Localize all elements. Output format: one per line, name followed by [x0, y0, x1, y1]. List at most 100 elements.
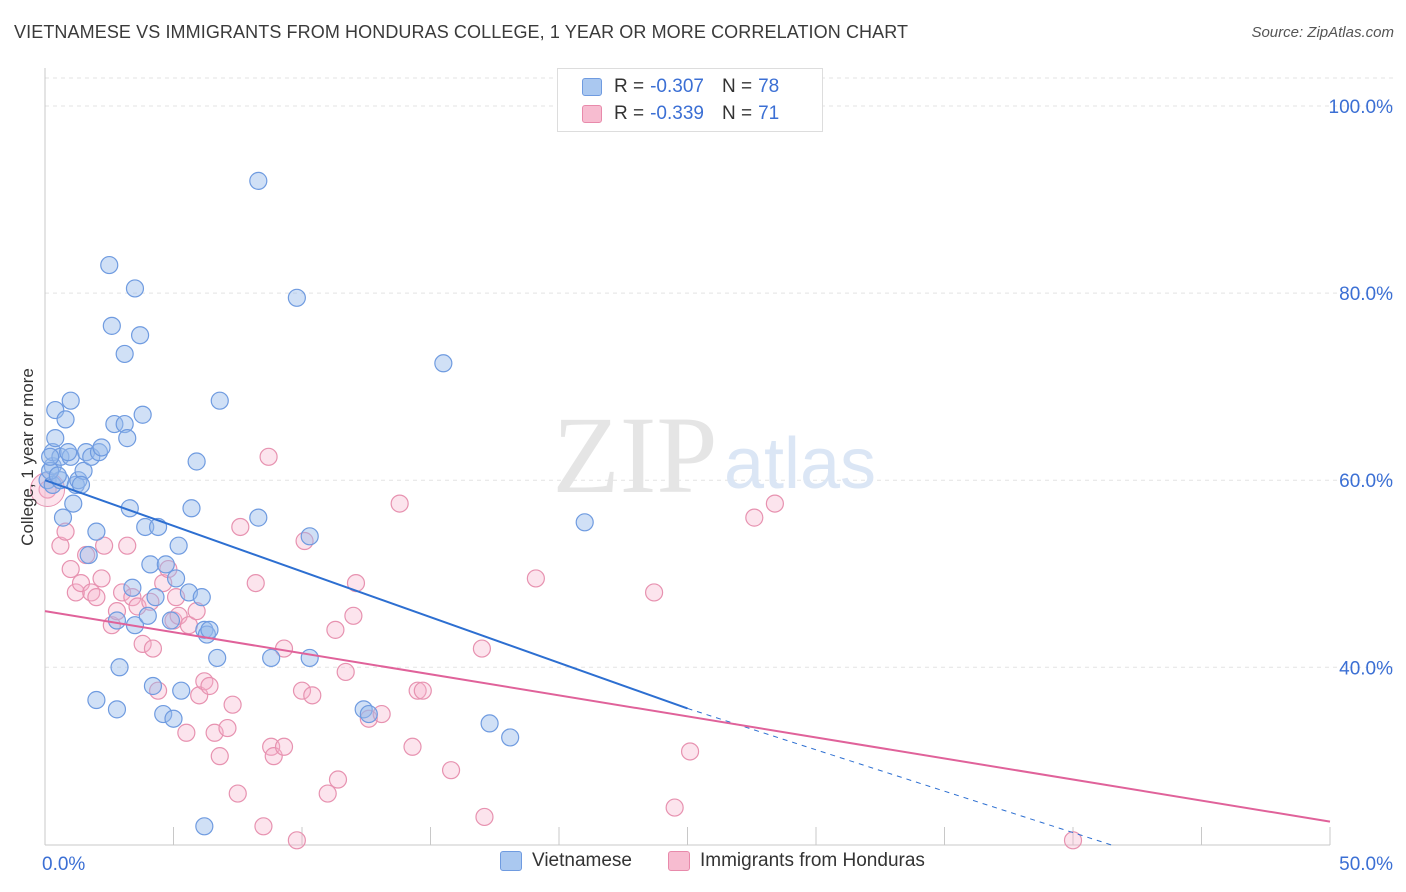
data-point [156, 555, 175, 574]
r-value: -0.339 [650, 103, 704, 124]
grid-lines [45, 77, 1395, 668]
legend-item-honduras[interactable]: Immigrants from Honduras [668, 850, 925, 872]
legend-item-vietnamese[interactable]: Vietnamese [500, 850, 632, 872]
data-point [408, 681, 427, 700]
data-point [48, 466, 67, 485]
data-point [123, 578, 142, 597]
data-point [92, 569, 111, 588]
data-point [318, 784, 337, 803]
data-point [200, 620, 219, 639]
data-point [118, 536, 137, 555]
vietnamese-swatch [500, 851, 522, 871]
data-point [118, 429, 137, 448]
x-tick-label-max: 50.0% [1339, 854, 1393, 875]
data-point [190, 686, 209, 705]
data-point [765, 494, 784, 513]
y-axis-title: College, 1 year or more [18, 368, 37, 546]
data-point [403, 737, 422, 756]
watermark: ZIP atlas [553, 394, 877, 516]
honduras-trend-line [44, 610, 1331, 823]
data-point [644, 583, 664, 602]
data-point [501, 728, 520, 747]
data-point [133, 405, 152, 424]
stats-legend: R = -0.307 N = 78 R = -0.339 N = 71 [557, 68, 823, 132]
data-point [172, 681, 191, 700]
data-point [41, 447, 60, 466]
data-point [61, 559, 80, 579]
data-point [161, 611, 181, 630]
legend-label: Immigrants from Honduras [700, 850, 925, 871]
data-point [480, 714, 499, 733]
data-point [390, 494, 409, 513]
data-point [138, 606, 157, 625]
data-point [46, 400, 65, 420]
data-point [434, 354, 453, 373]
vietnamese-trend-line [44, 479, 688, 710]
data-point [71, 573, 91, 593]
data-point [141, 555, 160, 574]
data-point [441, 761, 461, 780]
data-point [79, 545, 98, 565]
data-point [125, 279, 145, 298]
honduras-points [30, 447, 1083, 850]
data-point [59, 443, 78, 462]
data-point [246, 573, 265, 593]
data-point [92, 438, 111, 457]
data-point [228, 784, 247, 803]
data-point [287, 831, 306, 850]
data-point [115, 344, 134, 364]
data-point [100, 255, 119, 275]
data-point [107, 602, 127, 621]
data-point [154, 704, 173, 724]
data-point [61, 391, 80, 410]
data-point [210, 391, 229, 410]
data-point [123, 588, 142, 607]
r-label: R = [614, 76, 645, 97]
data-point [254, 817, 273, 836]
trend-lines [44, 479, 1331, 846]
data-point [195, 817, 214, 836]
tick-labels: 40.0% 60.0% 80.0% 100.0% 0.0% 50.0% [42, 97, 1393, 875]
legend-label: Vietnamese [532, 850, 632, 871]
data-point [87, 588, 106, 607]
data-point [372, 704, 391, 724]
data-point [169, 536, 188, 555]
data-point [133, 634, 152, 653]
data-point [475, 807, 494, 827]
data-point [526, 569, 545, 588]
data-point [53, 508, 73, 527]
data-point [300, 527, 319, 546]
data-point [413, 681, 432, 700]
data-point [472, 639, 491, 658]
data-point [187, 602, 206, 621]
data-point [292, 681, 312, 700]
data-point [182, 499, 201, 518]
data-point [223, 695, 242, 714]
data-point [359, 704, 378, 724]
data-point [112, 583, 132, 602]
n-value: 71 [758, 103, 780, 124]
data-point [210, 747, 229, 766]
watermark-atlas: atlas [724, 424, 876, 504]
data-point [166, 569, 186, 588]
data-point [218, 718, 237, 738]
n-value: 78 [758, 76, 780, 97]
watermark-zip: ZIP [553, 394, 718, 516]
honduras-swatch [582, 105, 602, 123]
data-point [66, 583, 85, 602]
data-point [303, 686, 322, 705]
data-point [107, 700, 127, 719]
data-point [680, 742, 700, 761]
honduras-swatch [668, 851, 690, 871]
data-point [87, 522, 106, 541]
n-label: N = [721, 76, 753, 97]
data-point [56, 522, 75, 541]
data-point [105, 414, 124, 434]
data-point [287, 288, 306, 307]
vietnamese-trend-extension [687, 707, 1112, 846]
x-tick-label-min: 0.0% [42, 854, 85, 875]
data-point [64, 494, 83, 513]
data-point [187, 452, 206, 471]
data-point [136, 517, 155, 537]
